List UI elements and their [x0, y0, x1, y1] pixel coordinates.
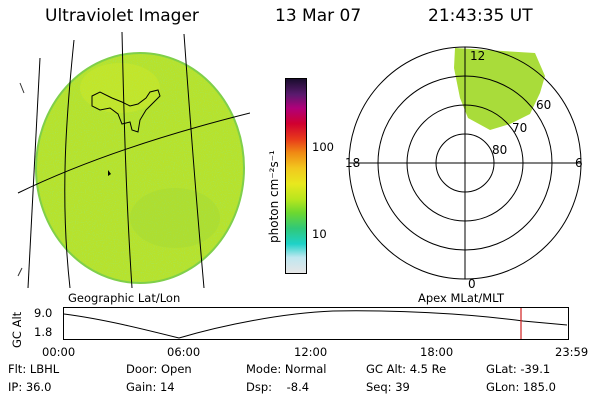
date-label: 13 Mar 07 [275, 6, 362, 26]
mlt-label-0: 0 [468, 277, 476, 288]
glat-info: GLat: -39.1 [486, 362, 551, 376]
polar-mlt-plot: 12 18 6 0 60 70 80 [345, 46, 583, 288]
time-label: 21:43:35 UT [428, 6, 533, 26]
polar-uv-region [454, 48, 545, 130]
mlt-label-12: 12 [470, 49, 485, 63]
longitude-lines [27, 31, 205, 288]
instrument-title: Ultraviolet Imager [45, 6, 199, 26]
time-tick-0600: 06:00 [167, 345, 201, 359]
mlat-label-80: 80 [492, 143, 507, 157]
time-tick-0000: 00:00 [42, 345, 76, 359]
altitude-trace-plot [63, 307, 569, 340]
apex-panel-label: Apex MLat/MLT [418, 291, 505, 305]
colorbar-unit-label: photon cm⁻²s⁻¹ [267, 150, 281, 243]
altitude-ylabel: GC Alt [10, 311, 24, 348]
mlat-label-60: 60 [536, 98, 551, 112]
time-tick-1200: 12:00 [294, 345, 328, 359]
coastline-outline [91, 89, 161, 133]
altitude-trace [63, 310, 568, 339]
gain-info: Gain: 14 [126, 380, 175, 394]
sequence-info: Seq: 39 [366, 380, 410, 394]
door-info: Door: Open [126, 362, 192, 376]
altitude-ytick-high: 9.0 [34, 306, 53, 320]
mlat-label-70: 70 [512, 121, 527, 135]
filter-info: Flt: LBHL [8, 362, 60, 376]
altitude-ytick-low: 1.8 [34, 325, 53, 339]
time-tick-1800: 18:00 [420, 345, 454, 359]
glon-info: GLon: 185.0 [486, 380, 556, 394]
geographic-panel-label: Geographic Lat/Lon [68, 291, 181, 305]
dsp-info: Dsp: -8.4 [246, 380, 310, 394]
mlt-label-6: 6 [575, 156, 583, 170]
colorbar-tick-10: 10 [312, 227, 327, 241]
latitude-line [17, 112, 250, 194]
gc-altitude-info: GC Alt: 4.5 Re [366, 362, 447, 376]
mlt-label-18: 18 [345, 156, 360, 170]
time-tick-2359: 23:59 [555, 345, 589, 359]
geographic-image-panel [17, 31, 250, 288]
colorbar-tick-100: 100 [312, 140, 334, 154]
mode-info: Mode: Normal [246, 362, 327, 376]
ip-info: IP: 36.0 [8, 380, 52, 394]
color-bar [285, 78, 307, 274]
